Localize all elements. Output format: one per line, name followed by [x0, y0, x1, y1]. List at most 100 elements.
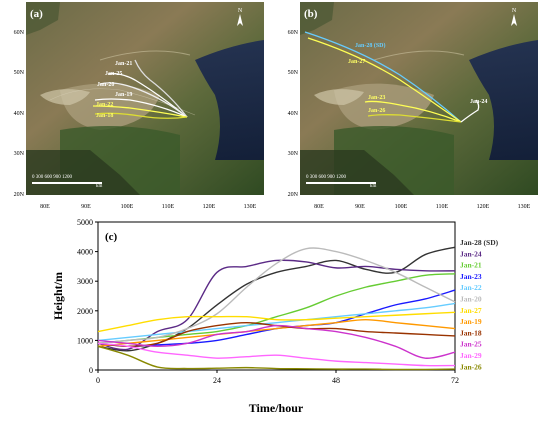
lon-label: 90E — [355, 204, 365, 210]
panel-label-c: (c) — [105, 231, 118, 243]
lat-label: 20N — [14, 192, 25, 198]
north-label-b: N — [512, 8, 517, 14]
trajectory-label: Jan-26 — [368, 108, 385, 114]
lat-label: 60N — [14, 30, 25, 36]
map-b-lat-labels: 60N 50N 40N 30N 20N — [288, 30, 299, 198]
trajectory-line — [460, 99, 480, 123]
lon-label: 110E — [162, 204, 175, 210]
map-a-lat-labels: 60N 50N 40N 30N 20N — [14, 30, 25, 198]
trajectory-line — [364, 100, 462, 123]
x-tick-label: 0 — [96, 376, 100, 385]
legend-entry: Jan-26 — [460, 362, 482, 371]
north-label-a: N — [238, 8, 243, 14]
map-a-north-forest — [26, 2, 60, 35]
north-arrow-a: N — [237, 8, 243, 26]
series-line — [97, 345, 456, 371]
legend-entry: Jan-18 — [460, 328, 482, 337]
map-a-lon-labels: 80E 90E 100E 110E 120E 130E — [40, 204, 257, 210]
trajectory-line — [107, 72, 188, 118]
y-tick-label: 4000 — [77, 248, 93, 257]
trajectory-label: Jan-18 — [96, 113, 113, 119]
x-tick-label: 48 — [332, 376, 340, 385]
series-lines — [97, 246, 456, 371]
panel-label-b: (b) — [304, 8, 318, 20]
trajectory-line — [94, 112, 188, 119]
trajectory-line — [92, 105, 188, 118]
series-line — [97, 324, 456, 359]
trajectory-label: Jan-27 — [348, 59, 365, 65]
legend-entry: Jan-28 (SD) — [460, 238, 499, 247]
lat-label: 20N — [288, 192, 299, 198]
series-line — [97, 311, 456, 333]
y-tick-label: 3000 — [77, 277, 93, 286]
x-axis: 0 24 48 72 — [96, 370, 459, 385]
series-line — [97, 318, 456, 348]
legend-entry: Jan-25 — [460, 340, 482, 349]
legend-entry: Jan-20 — [460, 295, 482, 304]
lon-label: 80E — [40, 204, 50, 210]
lon-label: 120E — [477, 204, 490, 210]
map-b-border — [373, 50, 465, 61]
series-line — [97, 247, 456, 345]
scale-bar-icon — [32, 182, 102, 184]
lat-label: 60N — [288, 30, 299, 36]
y-tick-label: 2000 — [77, 307, 93, 316]
map-a-tarim — [40, 89, 90, 105]
x-axis-title: Time/hour — [249, 401, 304, 415]
legend: Jan-28 (SD) Jan-24 Jan-21 Jan-23 Jan-22 Jan-2… — [460, 238, 499, 371]
legend-entry: Jan-27 — [460, 306, 482, 315]
scale-label-b: 0 300 600 900 1200 — [306, 175, 347, 180]
trajectory-label: Jan-25 — [105, 71, 122, 77]
trajectory-line — [94, 98, 188, 118]
trajectory-line — [134, 59, 188, 118]
lon-label: 90E — [81, 204, 91, 210]
lat-label: 40N — [288, 111, 299, 117]
map-b-tarim — [314, 89, 364, 105]
trajectory-label: Jan-21 — [115, 61, 132, 67]
map-b: (b) N 0 300 600 900 1200 km Jan-28 (SD) … — [288, 2, 538, 210]
trajectory-label: Jan-22 — [96, 102, 113, 108]
map-b-north-forest — [300, 2, 334, 35]
map-b-trajectory-labels: Jan-28 (SD) Jan-27 Jan-23 Jan-26 Jan-24 — [348, 42, 487, 114]
map-b-sea — [469, 40, 538, 160]
lon-label: 130E — [244, 204, 257, 210]
lon-label: 120E — [203, 204, 216, 210]
legend-entry: Jan-21 — [460, 261, 482, 270]
trajectory-label: Jan-23 — [368, 95, 385, 101]
lon-label: 80E — [314, 204, 324, 210]
map-a-border — [99, 50, 191, 61]
trajectory-label: Jan-19 — [115, 92, 132, 98]
panel-label-a: (a) — [30, 8, 43, 20]
legend-entry: Jan-29 — [460, 351, 482, 360]
north-arrow-b: N — [511, 8, 517, 26]
lon-label: 110E — [436, 204, 449, 210]
scale-bar-a: 0 300 600 900 1200 km — [32, 175, 103, 189]
series-line — [97, 302, 456, 342]
y-axis-title: Height/m — [51, 272, 65, 320]
trajectory-line — [307, 37, 462, 123]
x-tick-label: 24 — [213, 376, 221, 385]
trajectory-line — [99, 82, 188, 118]
y-tick-label: 0 — [89, 366, 93, 375]
north-arrow-icon — [237, 14, 243, 26]
trajectory-label: Jan-24 — [470, 99, 487, 105]
series-line — [97, 342, 456, 367]
chart-plot-area — [97, 221, 456, 371]
scale-unit-b: km — [370, 184, 377, 189]
scale-bar-icon — [306, 182, 376, 184]
lat-label: 50N — [288, 70, 299, 76]
scale-bar-b: 0 300 600 900 1200 km — [306, 175, 377, 189]
lon-label: 100E — [121, 204, 134, 210]
series-line — [97, 259, 456, 351]
scale-unit-a: km — [96, 184, 103, 189]
lon-label: 100E — [395, 204, 408, 210]
lat-label: 50N — [14, 70, 25, 76]
lon-label: 130E — [518, 204, 531, 210]
y-axis: 0 1000 2000 3000 4000 5000 — [77, 218, 98, 375]
height-chart: (c) 0 1000 2000 3000 4000 5000 0 24 48 72 Jan-28… — [51, 218, 499, 415]
trajectory-label: Jan-28 (SD) — [355, 42, 386, 49]
lat-label: 30N — [14, 151, 25, 157]
lat-label: 30N — [288, 151, 299, 157]
map-b-lon-labels: 80E 90E 100E 110E 120E 130E — [314, 204, 531, 210]
